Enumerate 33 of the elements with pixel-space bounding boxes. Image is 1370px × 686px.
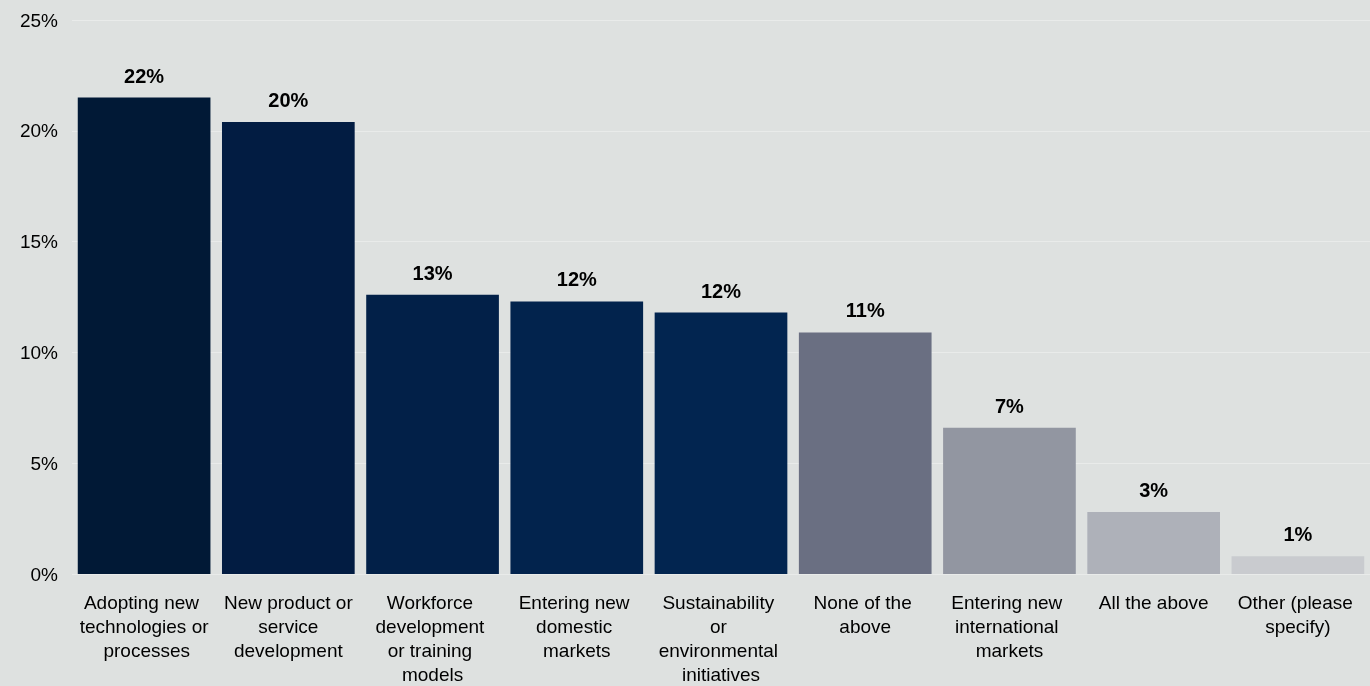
x-tick-label: Sustainability or environmental initiatives <box>658 591 784 685</box>
data-label: 22% <box>124 64 165 87</box>
data-label: 12% <box>700 279 742 302</box>
x-tick-label: Adopting new technologies or processes <box>79 591 210 661</box>
data-label: 11% <box>845 299 885 322</box>
x-tick-label: Entering new domestic markets <box>518 591 635 661</box>
bar <box>77 97 211 574</box>
bar <box>654 312 788 574</box>
x-tick-label: New product or service development <box>223 591 354 661</box>
y-tick-label: 25% <box>19 9 59 31</box>
bar <box>366 294 499 574</box>
data-label: 12% <box>556 268 598 291</box>
bar <box>1087 511 1221 574</box>
x-tick-label: Workforce development or training models <box>375 591 490 685</box>
data-label: 1% <box>1283 523 1313 546</box>
bar <box>943 427 1076 574</box>
data-label: 7% <box>994 394 1025 417</box>
y-tick-label: 10% <box>19 341 59 363</box>
x-tick-label: Other (please specify) <box>1237 591 1359 637</box>
data-label: 13% <box>412 261 453 284</box>
bar <box>1231 556 1365 574</box>
y-tick-label: 20% <box>19 120 59 142</box>
data-label: 3% <box>1139 478 1169 501</box>
y-tick-label: 5% <box>30 452 59 474</box>
x-tick-label: None of the above <box>813 591 917 637</box>
bar <box>798 332 932 574</box>
data-label: 20% <box>268 88 309 111</box>
x-tick-label: All the above <box>1098 591 1209 613</box>
y-tick-label: 15% <box>19 231 59 253</box>
y-tick-label: 0% <box>30 563 59 585</box>
x-tick-label: Entering new international markets <box>951 591 1068 661</box>
bar <box>510 301 644 574</box>
bar <box>221 121 355 574</box>
